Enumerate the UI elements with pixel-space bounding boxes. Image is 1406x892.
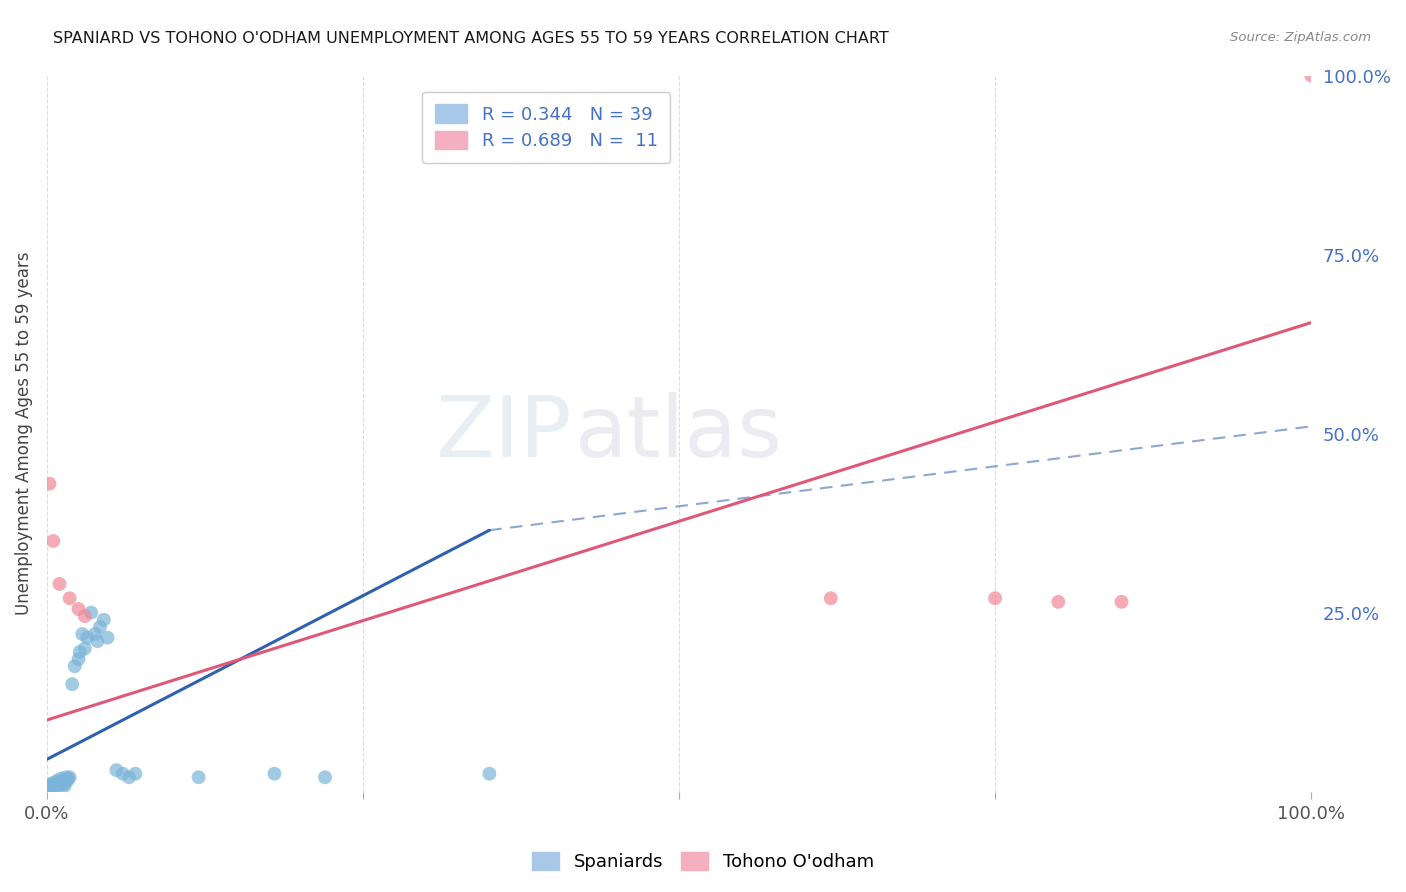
Legend: Spaniards, Tohono O'odham: Spaniards, Tohono O'odham [524, 845, 882, 879]
Point [111, 766, 134, 780]
Point [60, 677, 83, 691]
Point [37, 780, 59, 795]
Point [52, 777, 75, 791]
Point [314, 770, 336, 784]
Point [42, 776, 65, 790]
Point [72, 627, 94, 641]
Point [97, 631, 120, 645]
Point [76, 631, 98, 645]
Point [48, 776, 70, 790]
Point [41, 779, 63, 793]
Point [263, 766, 285, 780]
Point [73, 641, 96, 656]
Point [118, 770, 141, 784]
Point [48, 577, 70, 591]
Point [89, 620, 111, 634]
Point [84, 627, 107, 641]
Point [46, 779, 69, 793]
Point [56, 773, 79, 788]
Point [45, 777, 67, 791]
Point [44, 780, 66, 795]
Point [1301, 69, 1323, 83]
Point [63, 659, 86, 673]
Point [46, 773, 69, 788]
Point [1047, 595, 1070, 609]
Point [51, 773, 73, 788]
Point [1111, 595, 1133, 609]
Point [53, 779, 76, 793]
Point [55, 770, 77, 784]
Point [820, 591, 842, 606]
Point [59, 591, 82, 606]
Text: atlas: atlas [575, 392, 783, 475]
Point [58, 772, 80, 786]
Point [73, 609, 96, 624]
Point [67, 602, 90, 616]
Point [67, 652, 90, 666]
Point [39, 780, 62, 795]
Point [42, 533, 65, 548]
Point [984, 591, 1007, 606]
Text: Source: ZipAtlas.com: Source: ZipAtlas.com [1230, 31, 1371, 45]
Point [187, 770, 209, 784]
Point [86, 634, 108, 648]
Point [49, 772, 72, 786]
Point [93, 613, 115, 627]
Point [124, 766, 146, 780]
Y-axis label: Unemployment Among Ages 55 to 59 years: Unemployment Among Ages 55 to 59 years [15, 252, 32, 615]
Legend: R = 0.344   N = 39, R = 0.689   N =  11: R = 0.344 N = 39, R = 0.689 N = 11 [422, 92, 671, 163]
Point [59, 770, 82, 784]
Text: ZIP: ZIP [434, 392, 572, 475]
Point [69, 645, 91, 659]
Point [105, 763, 128, 777]
Point [38, 777, 60, 791]
Text: SPANIARD VS TOHONO O'ODHAM UNEMPLOYMENT AMONG AGES 55 TO 59 YEARS CORRELATION CH: SPANIARD VS TOHONO O'ODHAM UNEMPLOYMENT … [53, 31, 889, 46]
Point [80, 606, 103, 620]
Point [38, 476, 60, 491]
Point [478, 766, 501, 780]
